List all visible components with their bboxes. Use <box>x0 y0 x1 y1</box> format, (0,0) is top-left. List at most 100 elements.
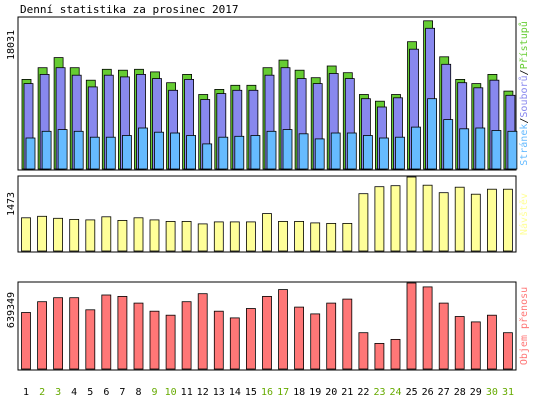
bar-visits-7 <box>117 219 128 252</box>
bar-pages-5 <box>89 136 100 170</box>
panel-frame-hits-files-pages <box>17 16 517 171</box>
bar-traffic-7 <box>117 295 128 370</box>
x-tick-label-23: 23 <box>373 387 385 398</box>
x-tick-label-20: 20 <box>325 387 337 398</box>
bar-traffic-27 <box>438 302 449 370</box>
bar-visits-22 <box>358 193 369 252</box>
bar-visits-13 <box>213 221 224 252</box>
bar-traffic-19 <box>310 313 321 370</box>
bar-pages-18 <box>298 133 309 170</box>
bar-traffic-15 <box>245 308 256 370</box>
bar-pages-24 <box>395 136 405 170</box>
legend-entry-hits-files-pages-0: Stránek <box>518 124 530 166</box>
bar-traffic-2 <box>37 301 47 370</box>
bar-pages-12 <box>202 143 213 170</box>
bar-visits-4 <box>69 218 80 252</box>
x-tick-label-17: 17 <box>277 387 289 398</box>
legend-entry-hits-files-pages-3: / <box>519 69 530 75</box>
legend-visits: Návštěv <box>518 193 530 235</box>
legend-traffic: Objem přenosu <box>518 287 530 365</box>
bar-traffic-6 <box>101 294 112 370</box>
legend-entry-hits-files-pages-4: Přístupů <box>518 21 530 69</box>
bar-pages-21 <box>346 132 357 170</box>
bar-traffic-22 <box>358 332 369 370</box>
panel-frame-visits <box>17 175 517 253</box>
x-tick-label-9: 9 <box>151 387 157 398</box>
bar-visits-20 <box>326 222 337 252</box>
bar-visits-12 <box>197 223 208 252</box>
bar-traffic-12 <box>197 293 208 370</box>
bar-visits-26 <box>422 184 433 252</box>
bar-traffic-1 <box>21 312 31 370</box>
x-tick-label-11: 11 <box>181 387 193 398</box>
bar-visits-23 <box>374 186 385 252</box>
bar-traffic-25 <box>406 282 417 370</box>
bar-visits-14 <box>229 221 240 252</box>
bar-pages-8 <box>138 127 148 170</box>
x-tick-label-16: 16 <box>261 387 273 398</box>
bar-pages-20 <box>330 132 341 170</box>
bar-pages-17 <box>282 129 293 170</box>
x-tick-label-13: 13 <box>213 387 225 398</box>
bar-pages-28 <box>459 128 470 170</box>
bar-traffic-14 <box>229 317 240 370</box>
bar-pages-14 <box>234 135 245 170</box>
legend-entry-traffic-0: Objem přenosu <box>518 287 530 365</box>
bar-pages-13 <box>218 136 229 170</box>
bar-traffic-17 <box>278 289 288 370</box>
bar-traffic-4 <box>69 297 80 370</box>
bar-pages-1 <box>25 137 36 170</box>
bar-visits-31 <box>502 188 513 252</box>
bar-visits-18 <box>294 220 305 252</box>
bar-traffic-9 <box>149 310 160 370</box>
bar-pages-11 <box>186 135 197 170</box>
x-tick-label-8: 8 <box>135 387 141 398</box>
x-tick-label-21: 21 <box>341 387 353 398</box>
x-tick-label-26: 26 <box>422 387 434 398</box>
bar-traffic-11 <box>181 301 192 370</box>
bar-traffic-3 <box>53 297 63 370</box>
bar-traffic-20 <box>326 302 337 370</box>
bar-pages-15 <box>250 135 261 170</box>
x-tick-label-28: 28 <box>454 387 466 398</box>
bar-pages-9 <box>154 131 164 170</box>
bar-traffic-28 <box>454 316 465 370</box>
bar-pages-10 <box>170 132 181 170</box>
bar-visits-5 <box>85 219 96 252</box>
bar-visits-11 <box>181 220 192 252</box>
y-max-label-traffic: 639349 <box>6 292 17 328</box>
legend-entry-visits-0: Návštěv <box>518 193 530 235</box>
chart-title: Denní statistika za prosinec 2017 <box>20 3 239 16</box>
bar-pages-29 <box>475 127 486 170</box>
bar-traffic-26 <box>422 286 433 370</box>
x-tick-label-18: 18 <box>293 387 305 398</box>
bar-traffic-13 <box>213 310 224 370</box>
bar-visits-21 <box>342 222 353 252</box>
x-tick-label-29: 29 <box>470 387 482 398</box>
bar-visits-8 <box>133 217 144 252</box>
x-tick-label-25: 25 <box>406 387 418 398</box>
bar-visits-24 <box>390 185 401 252</box>
bar-visits-16 <box>262 213 272 252</box>
bar-visits-19 <box>310 222 321 252</box>
bar-pages-16 <box>266 130 277 170</box>
y-max-label-hits-files-pages: 18031 <box>6 30 17 60</box>
bar-traffic-29 <box>470 321 481 370</box>
x-tick-label-4: 4 <box>71 387 77 398</box>
bar-pages-4 <box>73 130 84 170</box>
x-tick-label-19: 19 <box>309 387 321 398</box>
bar-visits-15 <box>245 221 256 252</box>
bar-traffic-30 <box>486 314 497 370</box>
bar-pages-3 <box>57 129 68 170</box>
bar-visits-17 <box>278 220 288 252</box>
bar-traffic-18 <box>294 306 305 370</box>
bar-visits-29 <box>470 193 481 252</box>
x-tick-label-1: 1 <box>23 387 29 398</box>
bar-traffic-10 <box>165 314 176 370</box>
x-tick-label-12: 12 <box>197 387 209 398</box>
x-tick-label-2: 2 <box>39 387 45 398</box>
x-tick-label-6: 6 <box>103 387 109 398</box>
bar-pages-22 <box>362 135 373 170</box>
bar-traffic-21 <box>342 298 353 370</box>
